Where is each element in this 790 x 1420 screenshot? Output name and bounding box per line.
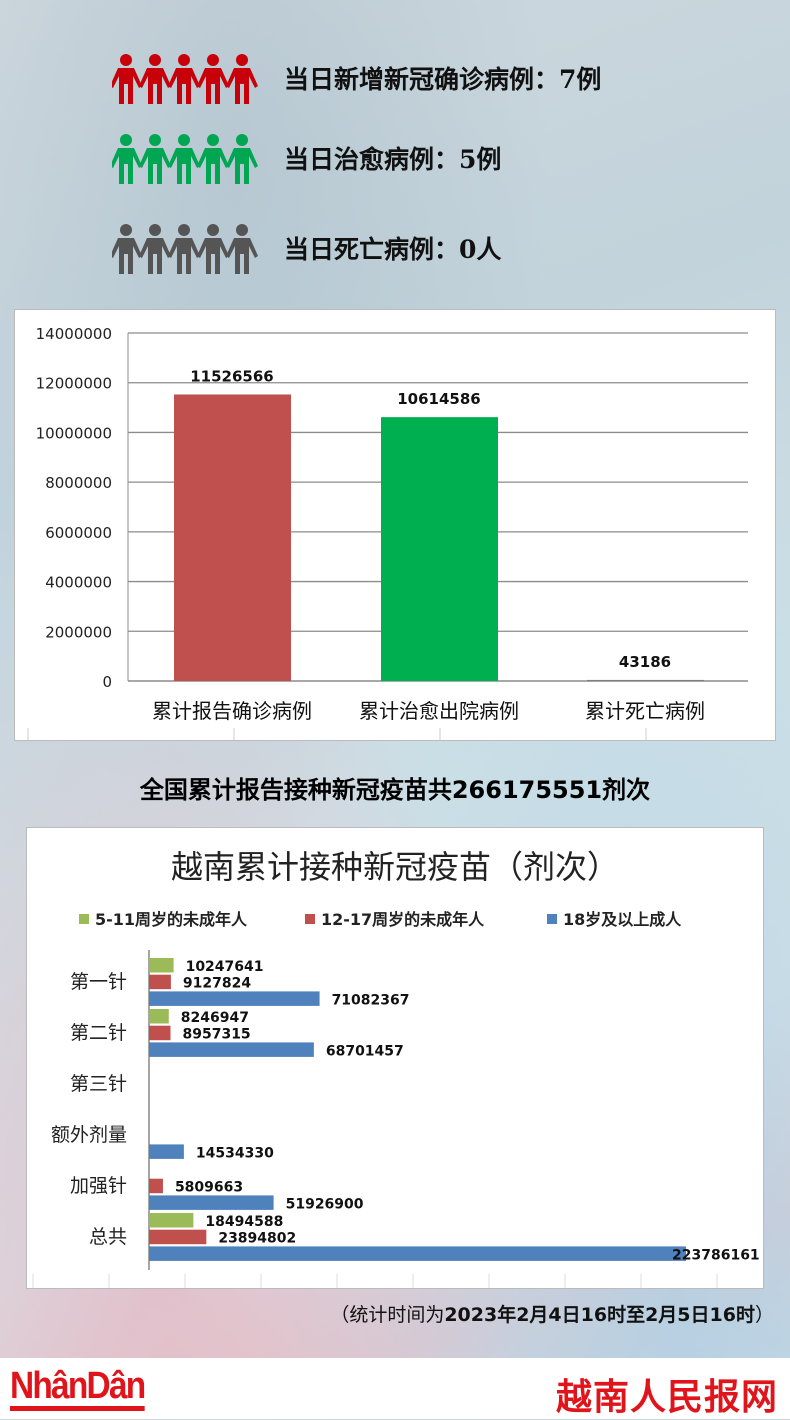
- legend-label: 5-11周岁的未成年人: [95, 910, 248, 929]
- y-tick-label: 14000000: [36, 325, 112, 343]
- bar: [174, 394, 291, 681]
- bar: [149, 1025, 171, 1041]
- y-tick-label: 4000000: [45, 574, 112, 592]
- y-tick-label: 10000000: [36, 424, 112, 442]
- data-label: 8246947: [181, 1010, 249, 1026]
- y-tick-label: 2000000: [45, 623, 112, 641]
- bar: [149, 991, 320, 1006]
- person-group-icon: [112, 54, 258, 104]
- daily-stat-label: 当日死亡病例：0人: [284, 235, 502, 264]
- data-label: 14534330: [196, 1145, 274, 1161]
- bar: [149, 958, 174, 973]
- nhandan-logo[interactable]: NhânDân: [10, 1366, 146, 1411]
- y-tick-label: 12000000: [36, 375, 112, 393]
- data-label: 223786161: [672, 1247, 760, 1263]
- bar: [149, 1246, 686, 1261]
- legend-swatch: [79, 914, 89, 924]
- y-tick-label: 8000000: [45, 474, 112, 492]
- chart-title: 越南累计接种新冠疫苗（剂次）: [171, 848, 619, 886]
- x-category-label: 累计报告确诊病例: [152, 699, 312, 723]
- daily-stat-label: 当日治愈病例：5例: [284, 145, 502, 174]
- category-label: 第二针: [70, 1022, 127, 1044]
- legend-label: 12-17周岁的未成年人: [321, 910, 485, 929]
- vaccine-total-heading: 全国累计报告接种新冠疫苗共266175551剂次: [139, 776, 651, 804]
- bar: [381, 417, 498, 681]
- bar: [149, 1213, 194, 1228]
- cumulative-cases-chart: 0 2000000 4000000 6000000 8000000 10000000 120…: [14, 309, 776, 741]
- legend-label: 18岁及以上成人: [563, 910, 682, 929]
- legend-swatch: [305, 914, 315, 924]
- x-category-label: 累计死亡病例: [585, 699, 705, 723]
- person-group-icon: [112, 134, 258, 184]
- category-label: 第三针: [70, 1073, 127, 1095]
- data-label: 43186: [619, 653, 671, 671]
- data-label: 10247641: [186, 959, 264, 975]
- data-label: 9127824: [183, 976, 251, 992]
- x-category-label: 累计治愈出院病例: [359, 699, 519, 723]
- vaccination-chart: 越南累计接种新冠疫苗（剂次） 5-11周岁的未成年人 12-17周岁的未成年人 18岁…: [26, 827, 764, 1289]
- category-label: 额外剂量: [51, 1124, 127, 1146]
- data-label: 8957315: [182, 1027, 250, 1043]
- data-label: 23894802: [218, 1231, 296, 1247]
- data-label: 10614586: [397, 390, 481, 408]
- bar: [149, 974, 171, 990]
- category-label: 加强针: [70, 1175, 127, 1197]
- data-label: 18494588: [205, 1214, 283, 1230]
- bar: [149, 1144, 184, 1159]
- person-group-icon: [112, 224, 258, 274]
- legend-swatch: [547, 914, 557, 924]
- brand-name: 越南人民报网: [555, 1377, 778, 1418]
- y-tick-label: 0: [102, 673, 112, 691]
- daily-stat-row: 当日新增新冠确诊病例：7例: [112, 48, 601, 108]
- bar: [149, 1009, 169, 1024]
- data-label: 68701457: [326, 1043, 404, 1059]
- bar: [587, 679, 704, 681]
- bar: [149, 1229, 207, 1245]
- data-label: 11526566: [190, 367, 274, 385]
- bar: [149, 1042, 314, 1057]
- daily-stat-row: 当日死亡病例：0人: [112, 218, 501, 278]
- category-label: 总共: [89, 1226, 127, 1248]
- bar: [149, 1178, 163, 1194]
- footer: NhânDân 越南人民报网: [0, 1358, 790, 1419]
- data-label: 51926900: [286, 1196, 364, 1212]
- daily-stat-row: 当日治愈病例：5例: [112, 128, 501, 188]
- data-label: 71082367: [332, 992, 410, 1008]
- y-tick-label: 6000000: [45, 524, 112, 542]
- daily-stat-label: 当日新增新冠确诊病例：7例: [284, 65, 602, 94]
- bar: [149, 1195, 274, 1210]
- statistics-period-note: （统计时间为2023年2月4日16时至2月5日16时）: [330, 1304, 774, 1326]
- category-label: 第一针: [70, 971, 127, 993]
- data-label: 5809663: [175, 1180, 243, 1196]
